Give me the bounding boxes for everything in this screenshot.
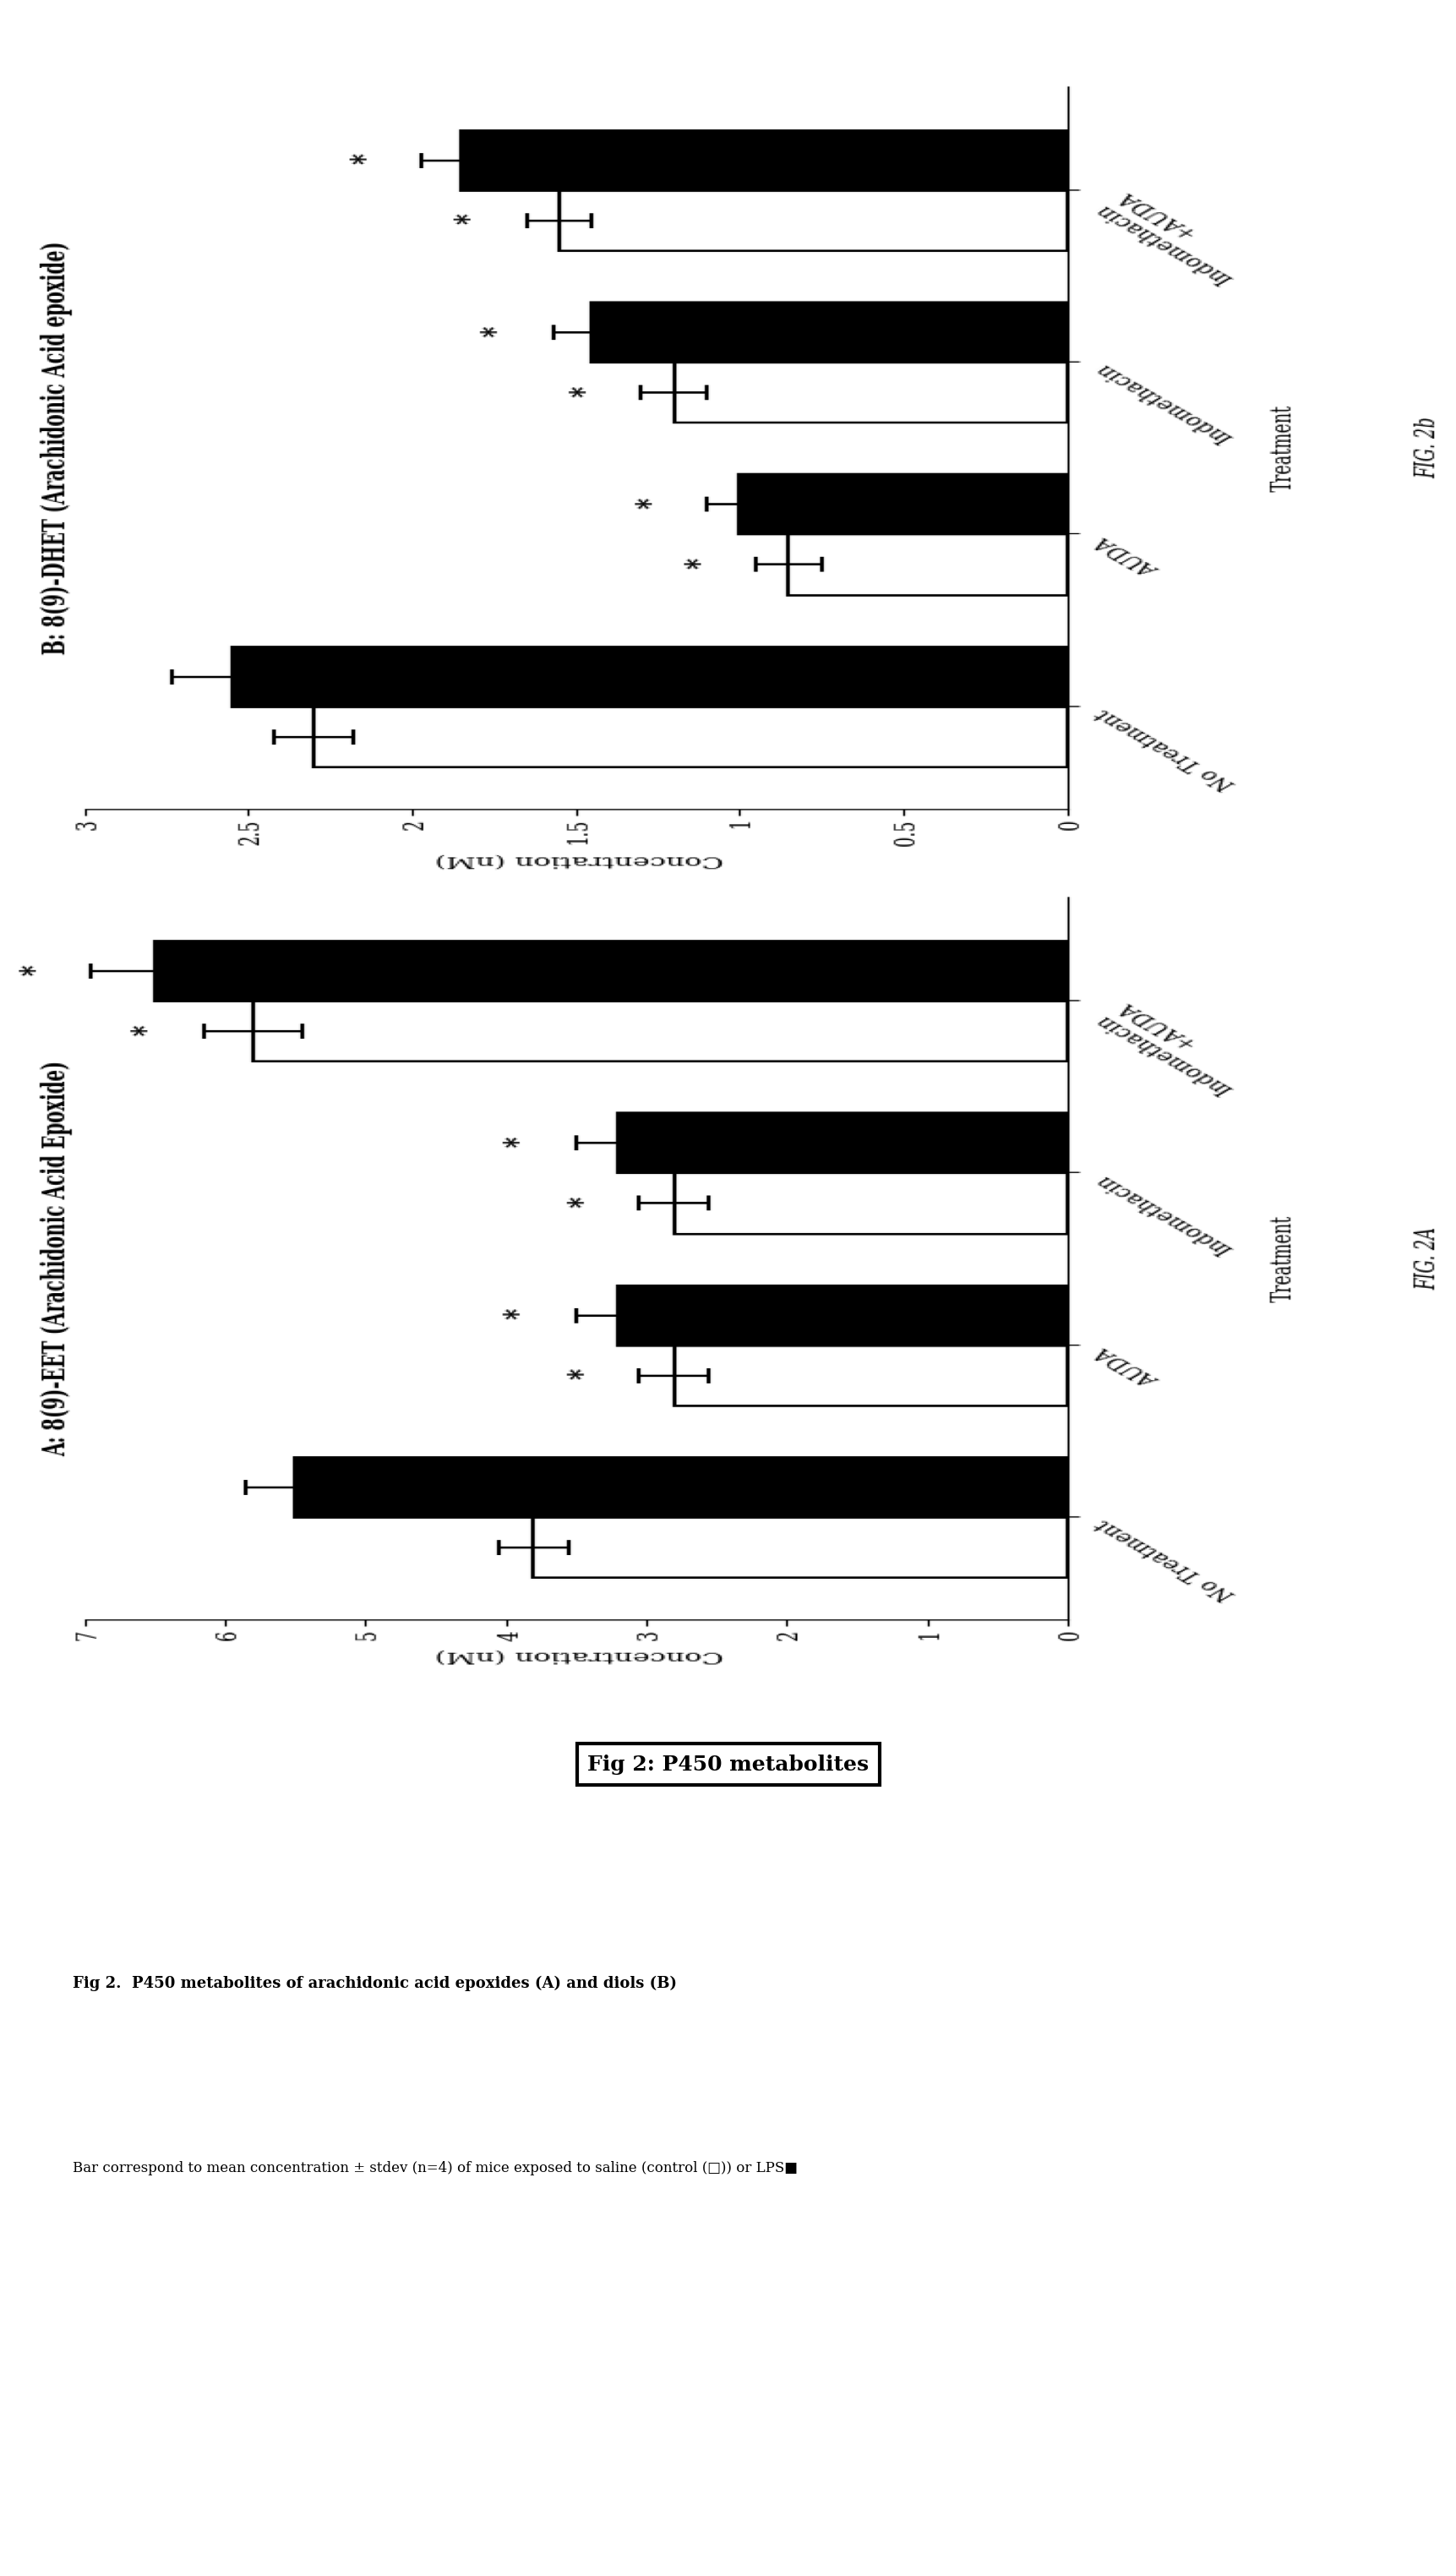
Text: Bar correspond to mean concentration ± stdev (n=4) of mice exposed to saline (co: Bar correspond to mean concentration ± s…: [73, 2161, 798, 2177]
Text: Fig 2.  P450 metabolites of arachidonic acid epoxides (A) and diols (B): Fig 2. P450 metabolites of arachidonic a…: [73, 1976, 677, 1991]
Text: Fig 2: P450 metabolites: Fig 2: P450 metabolites: [587, 1754, 869, 1775]
